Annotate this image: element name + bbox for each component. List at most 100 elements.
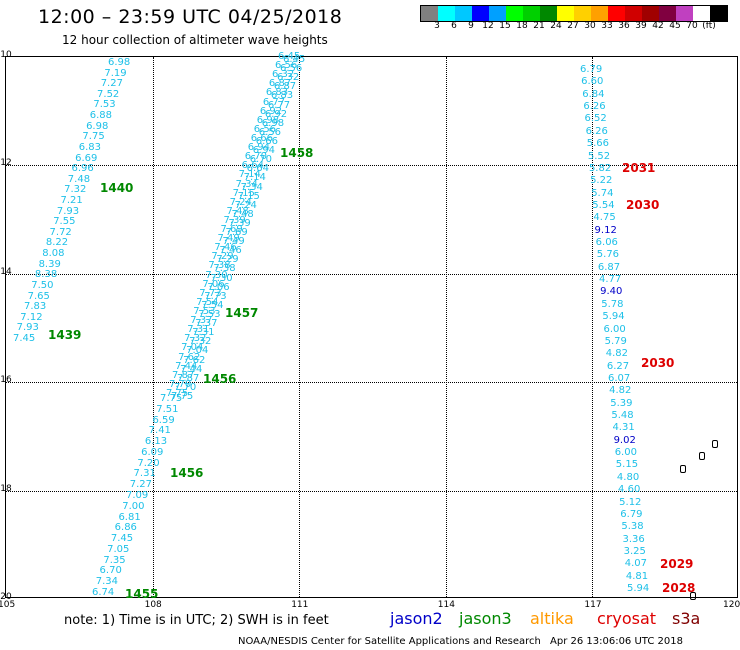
wave-height-value: 6.45 xyxy=(283,54,306,65)
wave-height-value: 5.78 xyxy=(601,298,624,310)
wave-height-value: 6.60 xyxy=(581,76,604,88)
wave-height-value: 7.62 xyxy=(183,354,206,366)
color-legend xyxy=(420,5,728,22)
wave-height-value: 6.77 xyxy=(262,96,286,108)
wave-height-value: 6.84 xyxy=(582,88,605,100)
longitude-label: 120 xyxy=(723,600,740,610)
wave-height-value: 7.38 xyxy=(208,260,231,272)
wave-height-value: 6.70 xyxy=(244,151,267,163)
wave-height-value: 6.64 xyxy=(246,163,269,175)
legend-label: 6 xyxy=(451,21,457,31)
grid-line xyxy=(6,273,737,275)
wave-height-value: 6.66 xyxy=(255,135,279,147)
wave-height-value: 7.06 xyxy=(207,281,230,293)
legend-label: 18 xyxy=(516,21,528,31)
wave-height-value: 7.34 xyxy=(235,178,258,190)
wave-height-value: 7.46 xyxy=(219,245,242,257)
wave-height-value: 6.74 xyxy=(92,587,115,598)
wave-height-value: 5.94 xyxy=(627,583,650,594)
wave-height-value: 5.39 xyxy=(610,397,633,409)
page-subtitle: 12 hour collection of altimeter wave hei… xyxy=(62,33,328,47)
wave-height-value: 6.45 xyxy=(278,51,301,62)
wave-height-value: 6.32 xyxy=(271,69,295,81)
legend-label: 24 xyxy=(550,21,562,31)
grid-line xyxy=(299,57,301,597)
wave-height-value: 7.72 xyxy=(49,226,72,238)
legend-jason3: jason3 xyxy=(459,609,512,628)
timestamp: Apr 26 13:06:06 UTC 2018 xyxy=(550,636,683,647)
map-panel xyxy=(5,56,738,598)
wave-height-value: 7.04 xyxy=(186,345,209,357)
wave-height-value: 4.60 xyxy=(618,484,641,496)
island-outline xyxy=(680,465,686,473)
wave-height-value: 7.75 xyxy=(82,131,105,143)
legend-swatch xyxy=(676,6,693,21)
wave-height-value: 6.26 xyxy=(583,101,606,113)
legend-swatch xyxy=(710,6,727,21)
wave-height-value: 8.08 xyxy=(42,248,65,260)
wave-height-value: 7.04 xyxy=(181,342,204,354)
legend-swatch xyxy=(438,6,455,21)
wave-height-value: 7.49 xyxy=(217,233,240,245)
wave-height-value: 5.79 xyxy=(604,335,627,347)
wave-height-value: 6.00 xyxy=(603,323,626,335)
wave-height-value: 7.93 xyxy=(16,322,39,334)
wave-height-value: 3.25 xyxy=(623,545,646,557)
latitude-label: -18 xyxy=(0,483,12,494)
wave-height-value: 7.48 xyxy=(231,208,254,220)
wave-height-value: 7.24 xyxy=(229,196,252,208)
wave-height-value: 7.35 xyxy=(103,554,126,566)
wave-height-value: 7.19 xyxy=(104,67,127,79)
legend-swatch xyxy=(608,6,625,21)
legend-label: 3 xyxy=(434,21,440,31)
wave-height-value: 7.44 xyxy=(180,363,203,375)
time-label: 1439 xyxy=(48,328,82,342)
legend-label: 9 xyxy=(468,21,474,31)
wave-height-value: 7.00 xyxy=(122,500,145,512)
legend-label: (ft) xyxy=(702,21,716,31)
wave-height-value: 7.32 xyxy=(184,333,207,345)
wave-height-value: 4.80 xyxy=(616,471,640,483)
wave-height-value: 8.22 xyxy=(45,237,69,249)
wave-height-value: 6.92 xyxy=(264,108,288,120)
footer-credit: NOAA/NESDIS Center for Satellite Applica… xyxy=(238,636,541,647)
wave-height-value: 6.59 xyxy=(152,414,175,426)
grid-line xyxy=(6,382,737,384)
wave-height-value: 6.87 xyxy=(268,78,292,90)
wave-height-value: 7.93 xyxy=(56,205,80,217)
latitude-label: -20 xyxy=(0,592,12,602)
legend-swatch xyxy=(693,6,710,21)
wave-height-value: 7.45 xyxy=(13,333,36,344)
wave-height-value: 7.27 xyxy=(100,78,123,90)
wave-height-value: 8.38 xyxy=(34,269,58,281)
wave-height-value: 6.77 xyxy=(267,99,291,111)
wave-height-value: 5.66 xyxy=(586,138,609,150)
wave-height-value: 6.64 xyxy=(241,160,264,172)
wave-height-value: 6.96 xyxy=(71,163,94,175)
latitude-label: -10 xyxy=(0,50,12,60)
wave-height-value: 4.82 xyxy=(609,385,632,397)
wave-height-value: 7.48 xyxy=(226,205,249,217)
wave-height-value: 9.12 xyxy=(594,224,617,236)
legend-jason2: jason2 xyxy=(390,609,443,628)
wave-height-value: 7.05 xyxy=(107,543,130,555)
wave-height-value: 6.27 xyxy=(606,360,630,372)
wave-height-value: 7.39 xyxy=(223,214,246,226)
wave-height-value: 6.07 xyxy=(607,372,631,384)
wave-height-value: 6.70 xyxy=(249,154,272,166)
legend-swatch xyxy=(455,6,472,21)
wave-height-value: 6.56 xyxy=(258,126,282,138)
wave-height-value: 4.07 xyxy=(624,558,648,570)
wave-height-value: 7.75 xyxy=(160,393,183,404)
wave-height-value: 5.38 xyxy=(621,521,644,533)
wave-height-value: 7.31 xyxy=(192,327,215,339)
legend-altika: altika xyxy=(530,609,574,628)
legend-swatch xyxy=(642,6,659,21)
time-label: 1440 xyxy=(100,181,134,195)
legend-swatch xyxy=(523,6,540,21)
wave-height-value: 7.48 xyxy=(67,173,91,185)
wave-height-value: 7.15 xyxy=(232,187,255,199)
wave-height-value: 6.83 xyxy=(265,87,289,99)
wave-height-value: 7.34 xyxy=(95,576,119,588)
wave-height-value: 7.12 xyxy=(20,311,43,323)
